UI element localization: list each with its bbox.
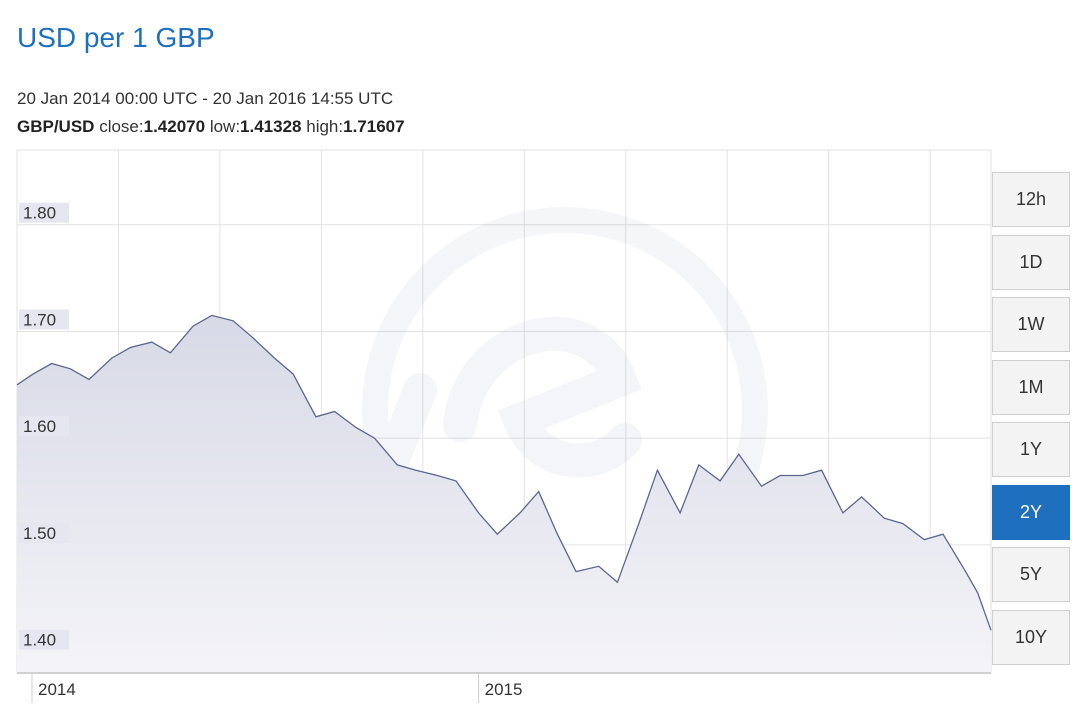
rate-line <box>16 314 992 631</box>
y-tick-label-bg <box>19 309 69 330</box>
range-button-12h[interactable]: 12h <box>992 172 1070 227</box>
range-button-2y[interactable]: 2Y <box>992 484 1070 540</box>
rate-area <box>17 315 991 673</box>
pair-label: GBP/USD <box>17 117 95 136</box>
page-title: USD per 1 GBP <box>17 22 215 53</box>
range-button-group: 12h 1D 1W 1M 1Y 2Y 5Y 10Y <box>992 172 1070 672</box>
x-tick-label: 2015 <box>485 680 523 699</box>
x-axis-ticks: 2014 2015 <box>31 673 523 703</box>
close-label: close: <box>99 117 144 136</box>
y-axis-ticks: 1.40 1.50 1.60 1.70 1.80 <box>19 202 69 650</box>
range-button-1w[interactable]: 1W <box>992 297 1070 352</box>
range-button-1m[interactable]: 1M <box>992 359 1070 415</box>
x-tick-label: 2014 <box>38 680 76 699</box>
y-tick-label: 1.80 <box>23 204 56 223</box>
range-button-10y[interactable]: 10Y <box>992 609 1070 665</box>
range-button-1y[interactable]: 1Y <box>992 422 1070 477</box>
high-label: high: <box>306 117 344 136</box>
pair-stats: GBP/USD close:1.42070 low:1.41328 high:1… <box>17 117 405 137</box>
y-tick-label-bg <box>19 522 69 543</box>
y-tick-label-bg <box>19 416 69 437</box>
low-label: low: <box>209 117 241 136</box>
range-button-1d[interactable]: 1D <box>992 234 1070 290</box>
y-tick-label: 1.70 <box>23 310 56 329</box>
y-tick-label: 1.50 <box>23 524 56 543</box>
close-value: 1.42070 <box>143 117 206 136</box>
date-range: 20 Jan 2014 00:00 UTC - 20 Jan 2016 14:5… <box>17 89 394 108</box>
y-tick-label: 1.40 <box>23 631 56 650</box>
high-value: 1.71607 <box>343 117 405 136</box>
y-tick-label-bg <box>19 629 69 650</box>
range-button-5y[interactable]: 5Y <box>992 547 1070 602</box>
low-value: 1.41328 <box>240 117 302 136</box>
y-tick-label: 1.60 <box>23 417 56 436</box>
y-tick-label-bg <box>19 202 69 223</box>
